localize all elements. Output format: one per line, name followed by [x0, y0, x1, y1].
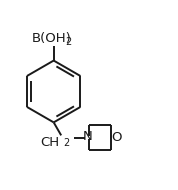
- Text: N: N: [82, 131, 92, 143]
- Text: 2: 2: [64, 138, 70, 148]
- Text: 2: 2: [65, 37, 71, 47]
- Text: B(OH): B(OH): [32, 32, 72, 45]
- Text: CH: CH: [40, 136, 59, 149]
- Text: O: O: [112, 131, 122, 144]
